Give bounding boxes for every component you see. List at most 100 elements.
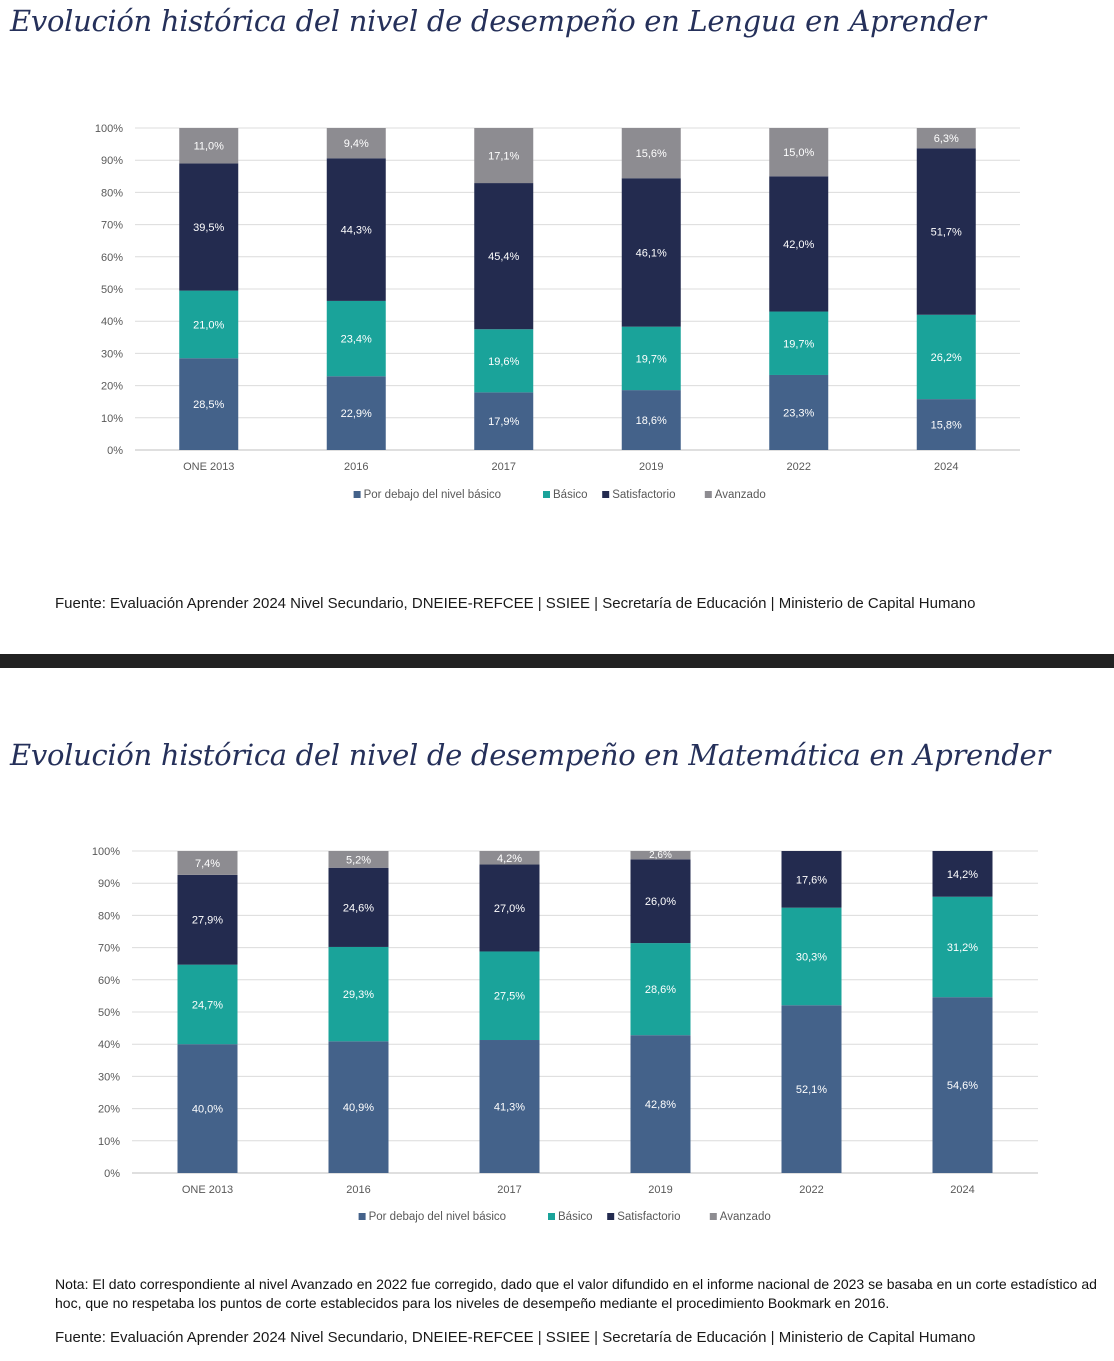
y-tick-label: 80% <box>98 910 120 922</box>
data-label: 14,2% <box>947 869 978 881</box>
bar-segment <box>769 176 829 312</box>
x-tick-label: 2019 <box>639 461 663 473</box>
data-label: 19,6% <box>488 356 519 368</box>
data-label: 17,6% <box>796 874 827 886</box>
legend-swatch <box>704 491 712 498</box>
y-tick-label: 20% <box>98 1104 120 1116</box>
bar-segment <box>179 163 239 291</box>
y-tick-label: 20% <box>101 381 123 393</box>
bar-segment <box>630 859 691 944</box>
y-tick-label: 80% <box>101 187 123 199</box>
x-tick-label: 2019 <box>648 1184 672 1196</box>
bar-segment <box>916 148 976 315</box>
y-tick-label: 50% <box>101 284 123 296</box>
bar-segment <box>932 997 993 1173</box>
bar-segment <box>177 964 238 1045</box>
bar-segment <box>769 311 829 375</box>
bar-segment <box>621 178 681 327</box>
y-tick-label: 100% <box>92 846 120 858</box>
bar-segment <box>630 943 691 1036</box>
data-label: 18,6% <box>636 415 667 427</box>
x-tick-label: 2017 <box>492 461 516 473</box>
bar-segment <box>328 867 389 947</box>
legend-label: Por debajo del nivel básico <box>364 489 501 501</box>
y-tick-label: 30% <box>101 348 123 360</box>
data-label: 21,0% <box>193 319 224 331</box>
legend-label: Satisfactorio <box>617 1211 680 1223</box>
bar-segment <box>479 864 540 952</box>
bar-segment <box>479 851 540 865</box>
y-tick-label: 30% <box>98 1071 120 1083</box>
legend-swatch <box>548 1213 555 1220</box>
bar-segment <box>179 290 239 359</box>
y-tick-label: 90% <box>98 878 120 890</box>
data-label: 28,5% <box>193 399 224 411</box>
data-label: 44,3% <box>341 225 372 237</box>
y-tick-label: 100% <box>95 123 123 135</box>
legend-label: Avanzado <box>715 489 766 501</box>
stacked-bar-chart-matematica: 0% 10% 20% 30% 40% 50% 60% 70% 80% 90% 100% 40,0% 24… <box>92 846 1038 1223</box>
y-tick-label: 60% <box>101 252 123 264</box>
chart-title-matematica: Evolución histórica del nivel de desempe… <box>10 738 1050 772</box>
bar-segment <box>326 376 386 450</box>
y-tick-label: 0% <box>107 445 123 457</box>
y-tick-label: 70% <box>98 943 120 955</box>
legend-label: Avanzado <box>720 1211 771 1223</box>
legend-label: Satisfactorio <box>612 489 675 501</box>
legend-label: Básico <box>553 489 588 501</box>
data-label: 26,0% <box>645 896 676 908</box>
bar-segment <box>621 390 681 450</box>
bar-segment <box>474 392 534 450</box>
x-tick-label: ONE 2013 <box>182 1184 233 1196</box>
bar-segment <box>932 896 993 998</box>
data-label: 9,4% <box>344 138 369 150</box>
data-label: 22,9% <box>341 408 372 420</box>
bar-segment <box>769 128 829 177</box>
bar-segment <box>474 329 534 393</box>
data-label: 42,8% <box>645 1099 676 1111</box>
legend: Por debajo del nivel básico Básico Satisfa… <box>358 1211 771 1223</box>
data-label: 6,3% <box>934 133 959 145</box>
bar-segment <box>326 158 386 301</box>
data-label: 42,0% <box>783 239 814 251</box>
x-tick-label: 2016 <box>344 461 368 473</box>
data-label: 40,9% <box>343 1102 374 1114</box>
bar-segment <box>179 358 239 450</box>
bar-segment <box>326 128 386 159</box>
data-label: 15,8% <box>931 420 962 432</box>
y-tick-label: 10% <box>98 1136 120 1148</box>
x-tick-label: 2022 <box>799 1184 823 1196</box>
bar-segment <box>177 1044 238 1173</box>
bar-segment <box>179 128 239 164</box>
legend-swatch <box>709 1213 717 1220</box>
bar-segment <box>621 326 681 391</box>
bar-segment <box>474 183 534 330</box>
bar-segment <box>328 851 389 868</box>
bar-segment <box>328 1041 389 1173</box>
data-label: 15,6% <box>636 148 667 160</box>
bar-segment <box>630 1035 691 1173</box>
x-tick-label: 2022 <box>787 461 811 473</box>
bar-segment <box>781 1005 842 1173</box>
data-label: 5,2% <box>346 854 371 866</box>
data-label: 40,0% <box>192 1104 223 1116</box>
data-label: 17,1% <box>488 151 519 163</box>
bar-segment <box>630 851 691 860</box>
bar-segment <box>177 874 238 965</box>
data-label: 28,6% <box>645 984 676 996</box>
legend-swatch <box>543 491 550 498</box>
data-label: 15,0% <box>783 147 814 159</box>
data-label: 17,9% <box>488 416 519 428</box>
correction-note: Nota: El dato correspondiente al nivel A… <box>55 1276 1097 1311</box>
legend-swatch <box>602 491 610 498</box>
x-tick-label: 2024 <box>934 461 958 473</box>
data-label: 27,5% <box>494 991 525 1003</box>
y-tick-label: 10% <box>101 413 123 425</box>
data-label: 27,9% <box>192 915 223 927</box>
data-label: 41,3% <box>494 1102 525 1114</box>
data-label: 26,2% <box>931 352 962 364</box>
legend-label: Básico <box>558 1211 593 1223</box>
bar-segment <box>781 907 842 1006</box>
data-label: 54,6% <box>947 1080 978 1092</box>
source-note-lengua: Fuente: Evaluación Aprender 2024 Nivel S… <box>55 595 976 612</box>
